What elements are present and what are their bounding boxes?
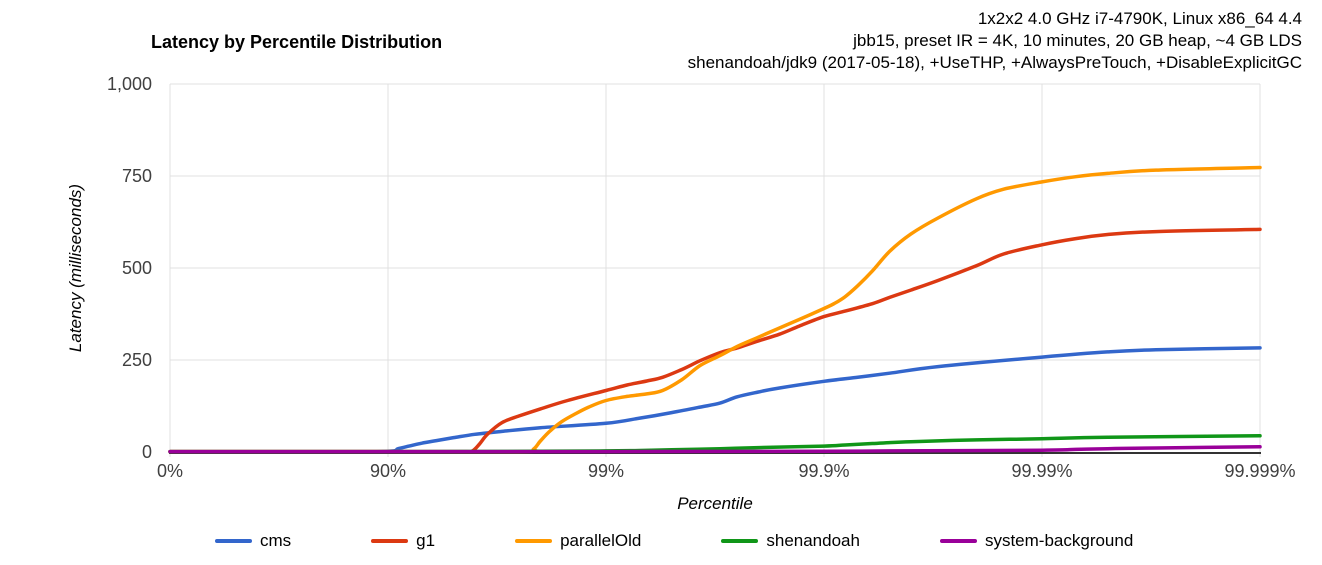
legend-label: parallelOld xyxy=(560,531,642,550)
series-line-cms xyxy=(168,346,1262,454)
x-tick-label: 99.999% xyxy=(1224,461,1295,481)
legend-swatch-g1 xyxy=(371,539,409,543)
legend-item-g1: g1 xyxy=(371,531,435,551)
y-tick-label: 1,000 xyxy=(107,74,152,94)
y-tick-label: 500 xyxy=(122,258,152,278)
x-tick-label: 99.9% xyxy=(798,461,849,481)
legend-label: system-background xyxy=(984,531,1134,550)
x-tick-label: 99% xyxy=(588,461,624,481)
env-line-jvm-flags: shenandoah/jdk9 (2017-05-18), +UseTHP, +… xyxy=(687,53,1302,72)
legend-swatch-system-background xyxy=(939,539,977,543)
series-line-system-background xyxy=(168,445,1262,454)
legend-item-cms: cms xyxy=(215,531,291,551)
x-tick-label: 90% xyxy=(370,461,406,481)
environment-description: 1x2x2 4.0 GHz i7-4790K, Linux x86_64 4.4… xyxy=(688,8,1302,74)
x-axis-title: Percentile xyxy=(677,494,753,513)
y-tick-label: 250 xyxy=(122,350,152,370)
legend-item-shenandoah: shenandoah xyxy=(721,531,860,551)
x-tick-label: 0% xyxy=(157,461,183,481)
legend-label: shenandoah xyxy=(766,531,860,550)
legend-swatch-shenandoah xyxy=(721,539,759,543)
legend-label: cms xyxy=(260,531,292,550)
legend-item-parallelOld: parallelOld xyxy=(515,531,641,551)
env-line-hardware: 1x2x2 4.0 GHz i7-4790K, Linux x86_64 4.4 xyxy=(977,9,1302,28)
env-line-workload: jbb15, preset IR = 4K, 10 minutes, 20 GB… xyxy=(853,31,1302,50)
series-line-g1 xyxy=(168,227,1262,454)
legend-swatch-parallelOld xyxy=(515,539,553,543)
chart-title: Latency by Percentile Distribution xyxy=(151,32,443,52)
y-tick-label: 0 xyxy=(142,442,152,462)
y-tick-label: 750 xyxy=(122,166,152,186)
legend: cms g1 parallelOld shenandoah system-backgro… xyxy=(215,531,1133,551)
x-tick-label: 99.99% xyxy=(1011,461,1072,481)
legend-item-system-background: system-background xyxy=(939,531,1134,551)
series-line-parallelOld xyxy=(168,165,1262,454)
legend-label: g1 xyxy=(416,531,436,550)
y-axis-title: Latency (milliseconds) xyxy=(66,183,85,353)
legend-swatch-cms xyxy=(215,539,252,543)
